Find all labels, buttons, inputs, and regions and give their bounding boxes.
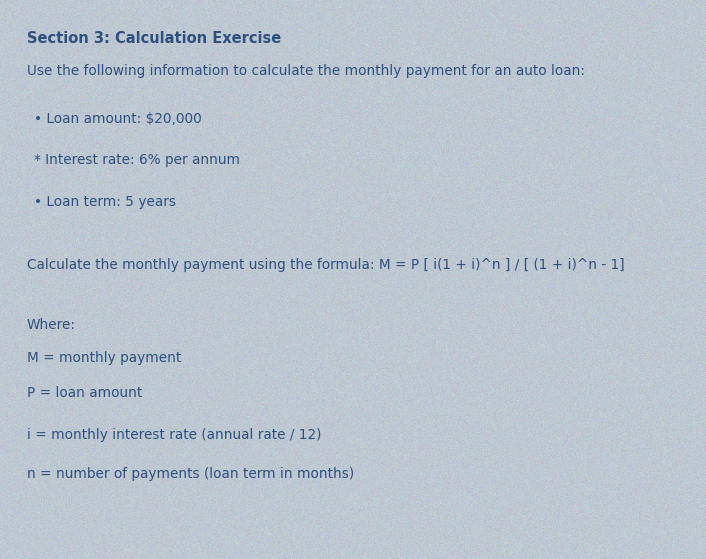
Text: * Interest rate: 6% per annum: * Interest rate: 6% per annum — [34, 153, 240, 167]
Text: Section 3: Calculation Exercise: Section 3: Calculation Exercise — [27, 31, 281, 46]
Text: Calculate the monthly payment using the formula: M = P [ i(1 + i)^n ] / [ (1 + i: Calculate the monthly payment using the … — [27, 258, 624, 272]
Text: P = loan amount: P = loan amount — [27, 386, 142, 400]
Text: M = monthly payment: M = monthly payment — [27, 351, 181, 365]
Text: • Loan amount: $20,000: • Loan amount: $20,000 — [34, 112, 202, 126]
Text: Where:: Where: — [27, 318, 76, 331]
Text: • Loan term: 5 years: • Loan term: 5 years — [34, 195, 176, 209]
Text: Use the following information to calculate the monthly payment for an auto loan:: Use the following information to calcula… — [27, 64, 585, 78]
Text: i = monthly interest rate (annual rate / 12): i = monthly interest rate (annual rate /… — [27, 428, 321, 442]
Text: n = number of payments (loan term in months): n = number of payments (loan term in mon… — [27, 467, 354, 481]
